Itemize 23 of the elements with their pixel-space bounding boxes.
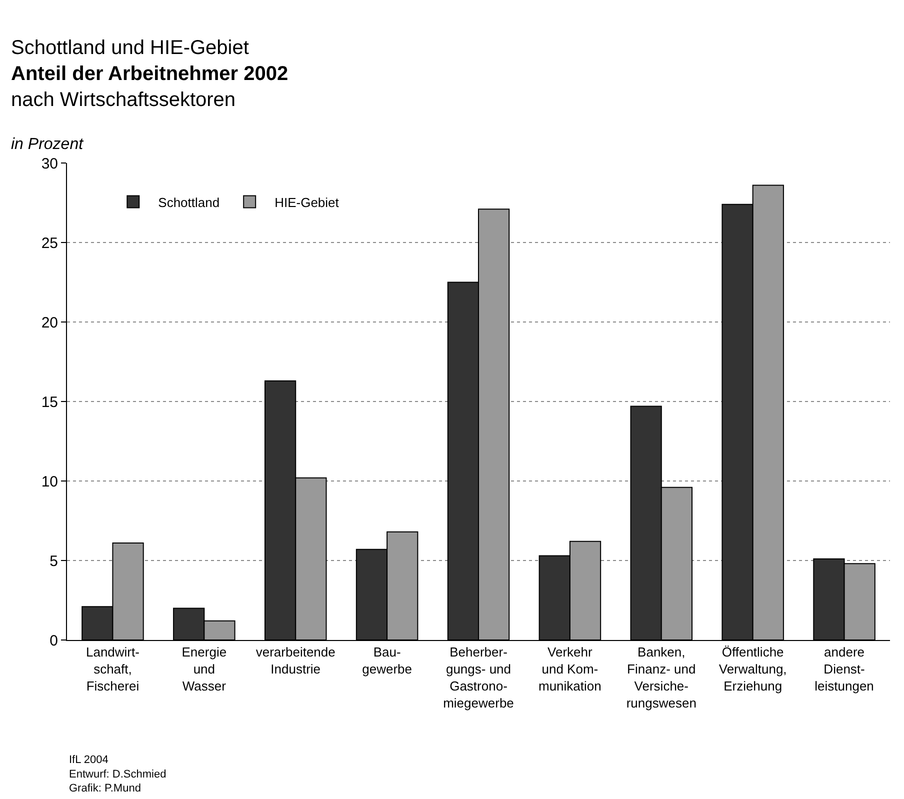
x-tick-label: Verkehr und Kom- munikation	[538, 644, 602, 694]
y-tick-label: 20	[41, 314, 58, 332]
y-tick-label: 30	[41, 155, 58, 172]
x-tick-label: Banken, Finanz- und Versiche- rungswesen	[626, 644, 696, 710]
x-tick-label: Bau- gewerbe	[362, 644, 412, 676]
legend-label: HIE-Gebiet	[274, 194, 340, 210]
x-tick-label: andere Dienst- leistungen	[814, 644, 874, 694]
y-tick-label: 15	[41, 394, 58, 411]
chart-subtitle: nach Wirtschaftssektoren	[11, 89, 236, 111]
text: Entwurf: D.Schmied	[69, 768, 166, 780]
x-tick-label: Energie und Wasser	[182, 644, 227, 694]
text: IfL 2004	[69, 754, 108, 766]
legend-label: Schottland	[158, 194, 220, 210]
x-tick-label: Öffentliche Verwaltung, Erziehung	[718, 644, 787, 694]
y-tick-label: 5	[50, 552, 58, 570]
x-tick-label: Beherber- gungs- und Gastrono- miegewerbe	[443, 644, 514, 710]
y-tick-label: 0	[50, 632, 58, 650]
text: Grafik: P.Mund	[69, 782, 141, 795]
x-tick-label: Landwirt- schaft, Fischerei	[86, 644, 140, 694]
y-tick-label: 25	[41, 234, 58, 252]
x-tick-label: verarbeitende Industrie	[256, 644, 336, 676]
y-axis-title: in Prozent	[11, 136, 84, 153]
y-tick-label: 10	[41, 473, 58, 490]
